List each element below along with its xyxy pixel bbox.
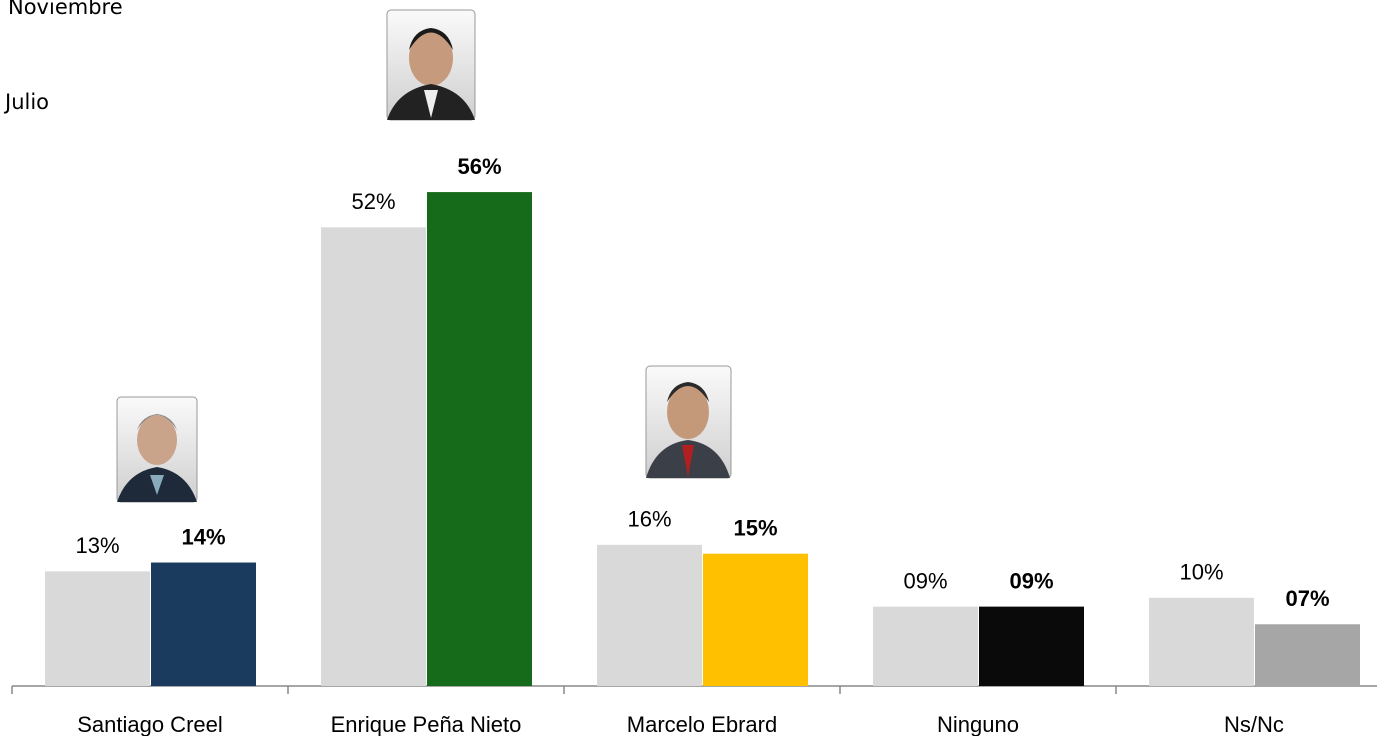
bar [1255,624,1360,686]
legend-label: Noviembre [8,0,123,19]
data-label: 52% [351,189,395,214]
bar [703,553,808,686]
legend-label: Julio [3,90,49,114]
data-label: 10% [1179,560,1223,585]
bar [321,227,426,687]
data-label: 07% [1285,586,1329,611]
x-tick-label: Enrique Peña Nieto [331,712,522,736]
data-label: 15% [733,516,777,541]
photo [116,396,198,503]
data-label: 56% [457,154,501,179]
bar [1149,597,1254,686]
x-tick-label: Ns/Nc [1224,712,1284,736]
bar [151,562,256,686]
x-tick-label: Santiago Creel [77,712,223,736]
data-label: 16% [627,507,671,532]
bar [979,606,1084,686]
bar [597,544,702,686]
bar [873,606,978,686]
photo [386,9,476,121]
photo [645,365,732,479]
bar [45,571,150,686]
data-label: 09% [903,568,947,593]
data-label: 09% [1009,568,1053,593]
x-tick-label: Marcelo Ebrard [627,712,777,736]
bar [427,192,532,686]
data-label: 13% [75,533,119,558]
data-label: 14% [181,524,225,549]
x-tick-label: Ninguno [937,712,1019,736]
